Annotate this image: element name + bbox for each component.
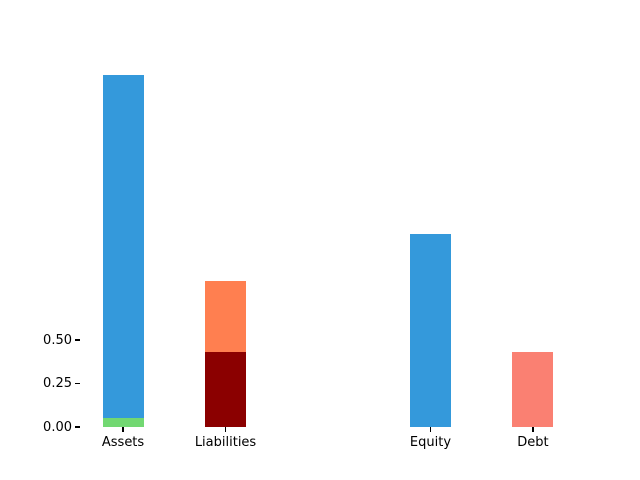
plot-area — [80, 58, 576, 428]
y-tick-label: 0.25 — [43, 376, 72, 392]
x-tick-mark — [532, 427, 534, 433]
bar-segment-equity-blue — [409, 233, 451, 428]
y-tick-mark — [75, 339, 80, 341]
bar-segment-assets-blue — [102, 75, 144, 419]
y-tick-label: 0.00 — [43, 419, 72, 435]
bar-segment-assets-green — [102, 418, 144, 428]
x-tick-mark — [224, 427, 227, 433]
bar-segment-liabilities-darkred — [205, 352, 246, 428]
bar-segment-liabilities-coral — [205, 280, 246, 353]
x-tick-mark — [122, 427, 124, 433]
bar-segment-debt-salmon — [512, 352, 554, 428]
y-tick-label: 0.50 — [43, 332, 72, 348]
x-tick-label-debt: Debt — [517, 434, 549, 450]
x-tick-label-assets: Assets — [101, 434, 145, 450]
y-tick-mark — [75, 382, 80, 385]
x-tick-label-liabilities: Liabilities — [194, 434, 257, 450]
y-tick-mark — [75, 426, 80, 428]
x-tick-mark — [429, 427, 432, 433]
x-tick-label-equity: Equity — [409, 434, 452, 450]
